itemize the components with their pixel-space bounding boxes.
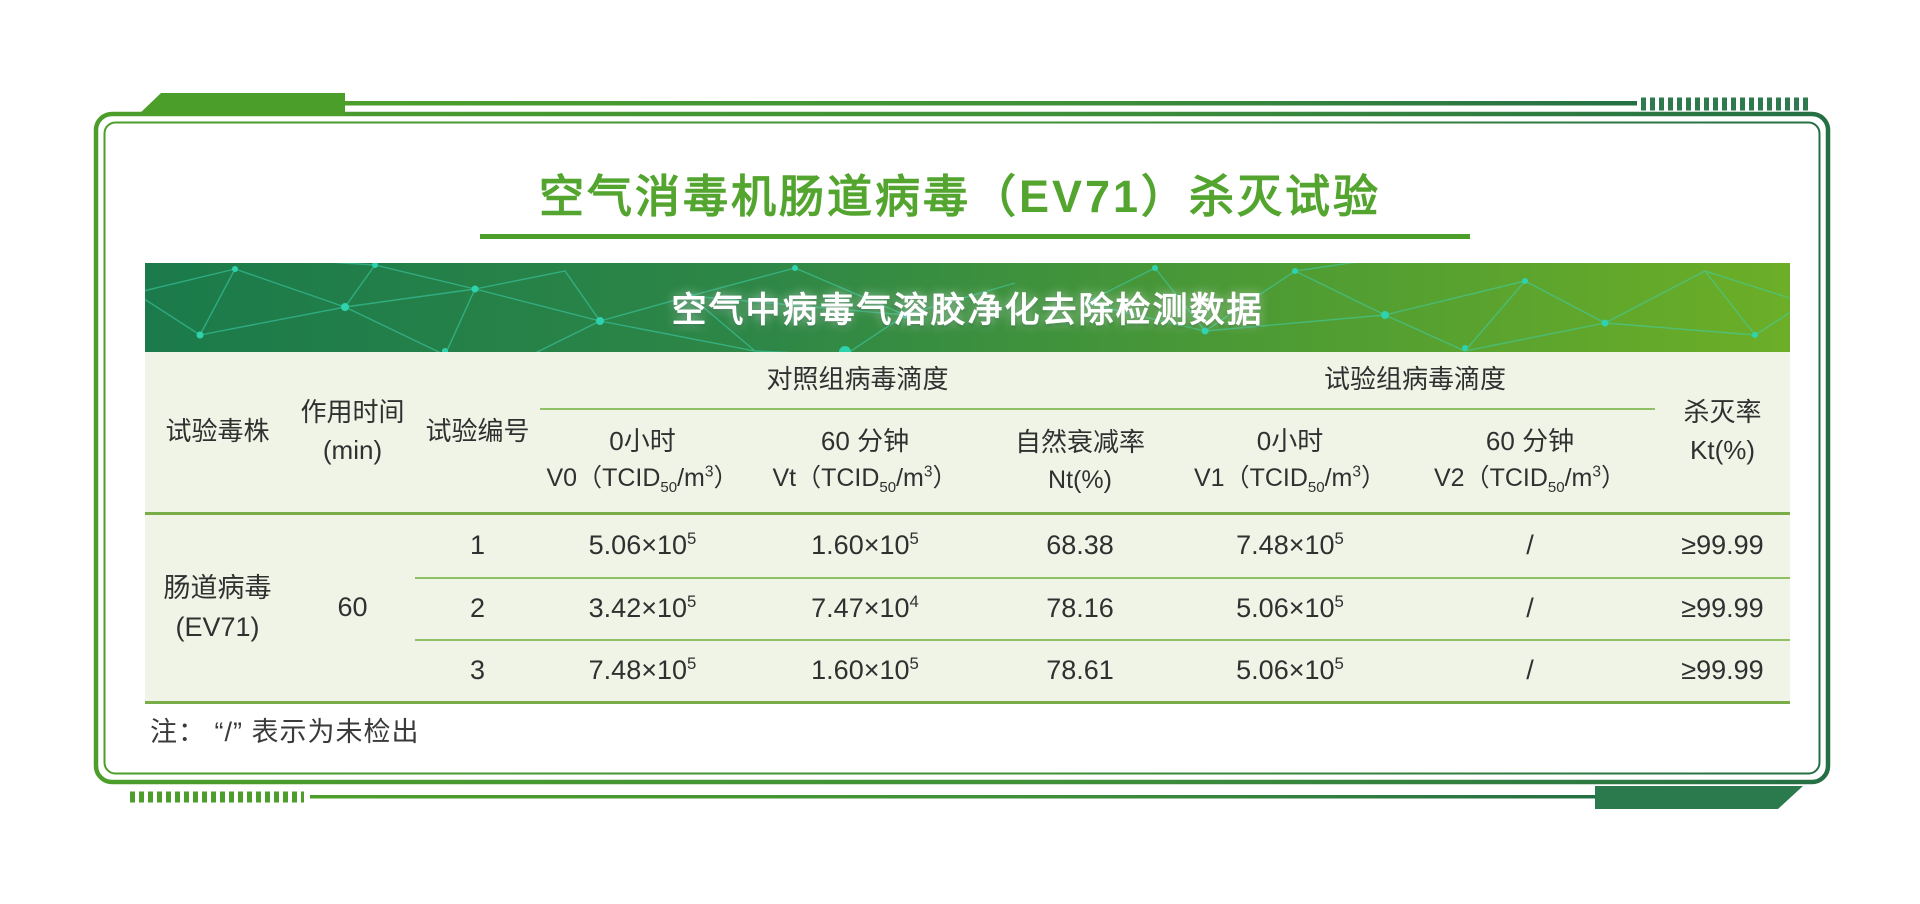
cell-v1: 5.06×105	[1175, 577, 1405, 639]
cell-v1: 7.48×105	[1236, 529, 1344, 561]
header-test-number: 试验编号	[425, 416, 530, 447]
header-v0: 0小时 V0（TCID50/m3）	[546, 425, 739, 497]
data-table: 试验毒株 作用时间 (min) 试验编号 对照组病毒滴度 试验组病毒滴度 杀灭率…	[145, 352, 1790, 704]
cell-kill-rate: ≥99.99	[1655, 639, 1790, 701]
header-v2: 60 分钟 V2（TCID50/m3）	[1433, 425, 1627, 497]
header-vt: 60 分钟 Vt（TCID50/m3）	[772, 425, 958, 497]
cell-test-number: 3	[415, 639, 540, 701]
header-control-group: 对照组病毒滴度	[540, 352, 1175, 410]
cell-v0: 3.42×105	[540, 577, 745, 639]
header-test-group: 试验组病毒滴度	[1175, 352, 1655, 410]
cell-v2: /	[1405, 577, 1655, 639]
section-banner: 空气中病毒气溶胶净化去除检测数据	[145, 263, 1790, 352]
table-body: 肠道病毒 (EV71) 60 1 5.06×105 1.60×105 68.38…	[145, 515, 1790, 704]
cell-v1: 5.06×105	[1175, 639, 1405, 701]
page-title: 空气消毒机肠道病毒（EV71）杀灭试验	[538, 171, 1382, 222]
cell-kill-rate: ≥99.99	[1655, 577, 1790, 639]
cell-test-number: 1	[469, 530, 486, 561]
cell-exposure-time: 60	[337, 592, 368, 623]
header-v1: 0小时 V1（TCID50/m3）	[1193, 425, 1387, 497]
bottom-accent-line	[310, 795, 1595, 799]
cell-vt: 1.60×105	[745, 639, 985, 701]
header-exposure-time: 作用时间 (min)	[300, 397, 405, 465]
table-header: 试验毒株 作用时间 (min) 试验编号 对照组病毒滴度 试验组病毒滴度 杀灭率…	[145, 352, 1790, 515]
cell-nt: 78.16	[985, 577, 1175, 639]
top-accent-line	[345, 101, 1637, 106]
cell-vt: 7.47×104	[745, 577, 985, 639]
footnote: 注： “/” 表示为未检出	[150, 717, 420, 747]
cell-v2: /	[1526, 530, 1534, 561]
top-left-parallelogram	[137, 93, 345, 116]
banner-network-pattern	[145, 263, 1790, 352]
cell-test-number: 2	[415, 577, 540, 639]
cell-nt: 78.61	[985, 639, 1175, 701]
header-kill-rate: 杀灭率 Kt(%)	[1683, 397, 1762, 465]
bottom-right-parallelogram	[1595, 786, 1803, 809]
header-strain: 试验毒株	[165, 416, 270, 447]
header-nt: 自然衰减率 Nt(%)	[1014, 427, 1145, 494]
cell-nt: 68.38	[1046, 530, 1114, 561]
cell-strain: 肠道病毒 (EV71)	[163, 572, 272, 642]
cell-v0: 5.06×105	[588, 529, 697, 561]
cell-vt: 1.60×105	[811, 529, 919, 561]
cell-kill-rate: ≥99.99	[1681, 530, 1764, 561]
banner-title: 空气中病毒气溶胶净化去除检测数据	[671, 291, 1264, 330]
cell-v0: 7.48×105	[540, 639, 745, 701]
title-underline	[480, 234, 1470, 239]
cell-v2: /	[1405, 639, 1655, 701]
